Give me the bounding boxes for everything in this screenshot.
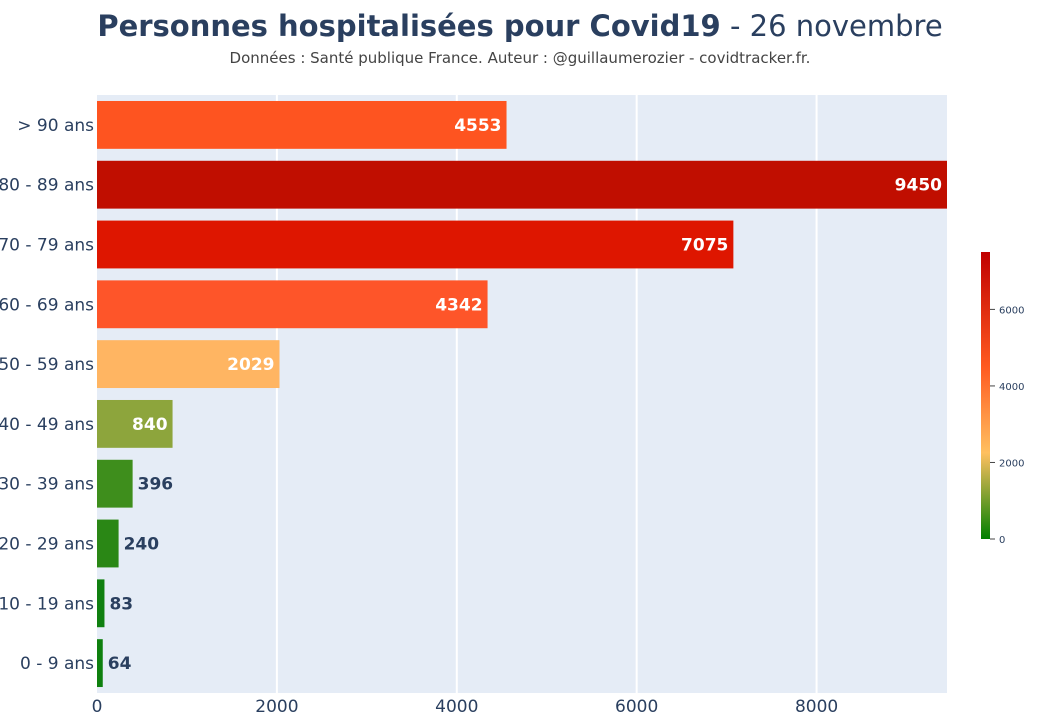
colorbar-tick-label: 0 <box>999 535 1005 546</box>
bar <box>97 100 507 149</box>
bar <box>97 340 280 389</box>
bar-value-label: 9450 <box>895 176 942 196</box>
bar-value-label: 4342 <box>435 295 482 315</box>
category-label: 70 - 79 ans <box>0 236 94 256</box>
category-label: > 90 ans <box>17 116 94 136</box>
x-tick-label: 0 <box>92 697 103 717</box>
x-tick-label: 2000 <box>255 697 298 717</box>
y-axis-labels: > 90 ans 80 - 89 ans 70 - 79 ans 60 - 69 an… <box>0 116 94 674</box>
colorbar-tick-label: 4000 <box>999 382 1024 393</box>
bar-value-label: 840 <box>132 415 168 435</box>
category-label: 30 - 39 ans <box>0 475 94 495</box>
colorbar-tick-label: 6000 <box>999 305 1024 316</box>
bar-value-label: 83 <box>109 594 133 614</box>
bar <box>97 160 947 209</box>
bar-value-label: 396 <box>138 475 174 495</box>
category-label: 60 - 69 ans <box>0 295 94 315</box>
bars: 4553 9450 7075 4342 2029 840 396 240 83 64 <box>97 100 947 688</box>
bar-value-label: 2029 <box>227 355 274 375</box>
bar-value-label: 240 <box>124 535 160 555</box>
bar-value-label: 7075 <box>681 236 728 256</box>
x-tick-label: 8000 <box>795 697 838 717</box>
bar-value-label: 64 <box>108 654 132 674</box>
colorbar-gradient <box>981 252 990 539</box>
bar-value-label: 4553 <box>454 116 501 136</box>
category-label: 0 - 9 ans <box>20 654 94 674</box>
bar <box>97 220 734 269</box>
bar <box>97 399 173 448</box>
chart-title-date: - 26 novembre <box>721 9 943 43</box>
category-label: 20 - 29 ans <box>0 535 94 555</box>
chart-title: Personnes hospitalisées pour Covid19 - 2… <box>97 9 942 43</box>
x-tick-label: 6000 <box>615 697 658 717</box>
category-label: 10 - 19 ans <box>0 594 94 614</box>
bar <box>97 459 133 508</box>
bar <box>97 639 103 688</box>
colorbar-tick-label: 2000 <box>999 458 1024 469</box>
colorbar-ticks: 0 2000 4000 6000 <box>990 305 1024 546</box>
bar <box>97 519 119 568</box>
category-label: 80 - 89 ans <box>0 176 94 196</box>
x-tick-label: 4000 <box>435 697 478 717</box>
chart-subtitle: Données : Santé publique France. Auteur … <box>230 49 811 67</box>
category-label: 50 - 59 ans <box>0 355 94 375</box>
bar <box>97 579 105 628</box>
bar <box>97 280 488 329</box>
category-label: 40 - 49 ans <box>0 415 94 435</box>
colorbar: 0 2000 4000 6000 <box>981 252 1024 546</box>
chart-title-main: Personnes hospitalisées pour Covid19 <box>97 9 720 43</box>
x-axis-labels: 0 2000 4000 6000 8000 <box>92 697 839 717</box>
